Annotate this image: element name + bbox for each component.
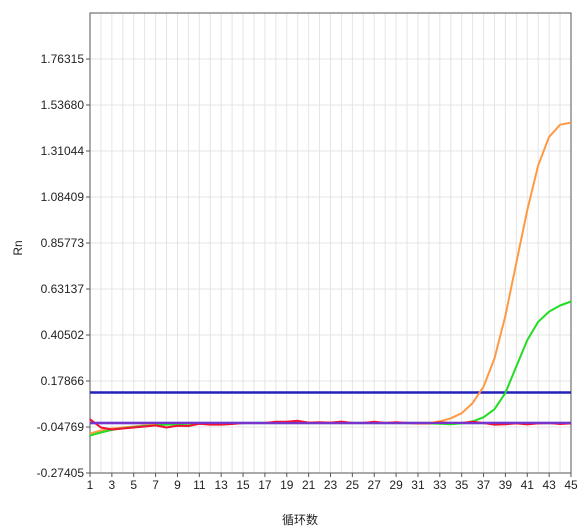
x-tick-label: 3 [109,478,116,492]
x-tick-label: 5 [130,478,137,492]
x-tick-label: 1 [87,478,94,492]
x-axis-title: 循环数 [282,512,318,527]
y-tick-label: 1.53680 [41,98,85,112]
y-axis-ticks: -0.27405 -0.04769 0.17866 0.40502 0.63137 0.8… [37,52,90,480]
x-tick-label: 31 [411,478,425,492]
x-tick-label: 11 [193,478,206,492]
y-tick-label: 1.08409 [41,190,85,204]
x-axis-ticks: 1 3 5 7 9 11 13 15 17 19 21 23 25 27 29 31 33 35 37 39 41 43 4… [87,473,578,492]
y-tick-label: 0.17866 [41,374,85,388]
x-tick-label: 39 [499,478,513,492]
y-tick-label: -0.27405 [37,466,85,480]
y-axis-title: Rn [11,240,25,255]
x-tick-label: 21 [302,478,316,492]
series-lines [89,121,572,437]
x-tick-label: 27 [368,478,382,492]
grid [89,13,572,474]
x-tick-label: 13 [215,478,229,492]
x-tick-label: 9 [174,478,181,492]
x-tick-label: 29 [389,478,403,492]
x-tick-label: 43 [542,478,556,492]
y-tick-label: 0.63137 [41,282,85,296]
x-tick-label: 41 [521,478,535,492]
x-tick-label: 15 [236,478,250,492]
y-tick-label: 1.76315 [41,52,85,66]
x-tick-label: 25 [346,478,360,492]
x-tick-label: 45 [564,478,578,492]
x-tick-label: 23 [324,478,338,492]
x-tick-label: 7 [152,478,159,492]
x-tick-label: 33 [433,478,447,492]
y-tick-label: 0.85773 [41,236,85,250]
x-tick-label: 37 [477,478,491,492]
y-tick-label: -0.04769 [37,420,85,434]
y-tick-label: 1.31044 [41,144,85,158]
x-tick-label: 17 [258,478,272,492]
x-tick-label: 35 [455,478,469,492]
x-tick-label: 19 [280,478,294,492]
y-tick-label: 0.40502 [41,328,85,342]
